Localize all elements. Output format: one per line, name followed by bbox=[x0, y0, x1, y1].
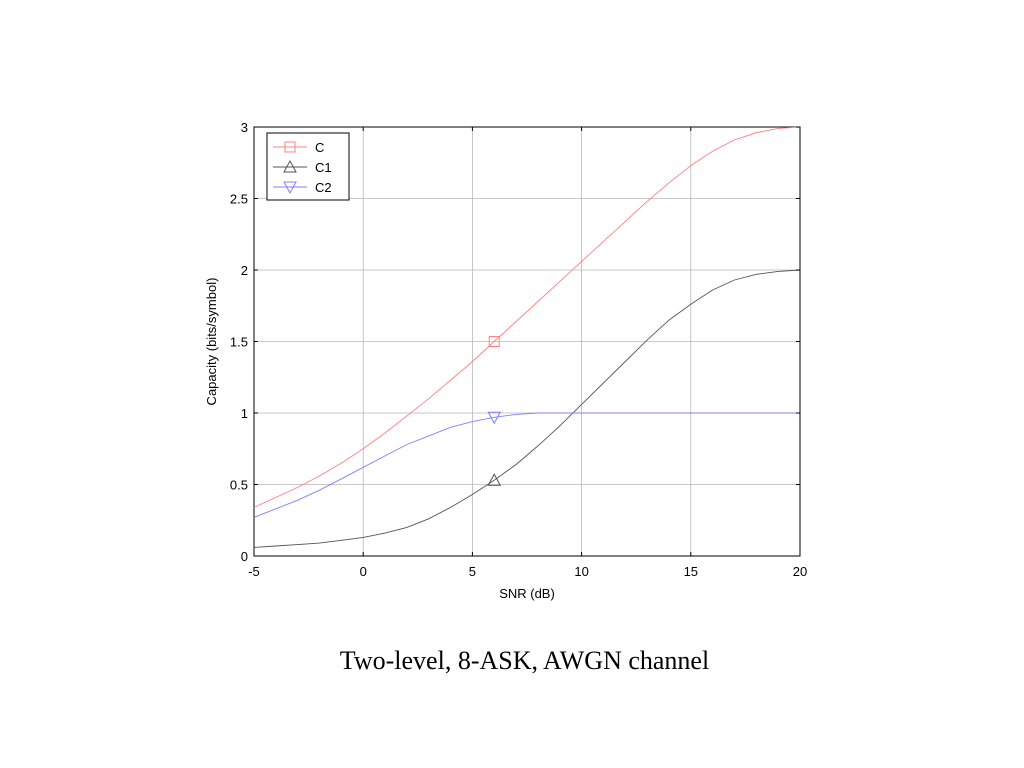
x-tick-label: 20 bbox=[793, 564, 807, 579]
y-tick-label: 2 bbox=[241, 263, 248, 278]
legend: C C1 C2 bbox=[266, 132, 350, 201]
y-tick-label: 0 bbox=[241, 549, 248, 564]
legend-label: C2 bbox=[315, 180, 332, 195]
slide-caption: Two-level, 8-ASK, AWGN channel bbox=[339, 646, 710, 675]
y-axis-label: Capacity (bits/symbol) bbox=[204, 278, 219, 406]
x-tick-label: 0 bbox=[360, 564, 367, 579]
y-tick-label: 1.5 bbox=[230, 335, 248, 350]
series-line-c2 bbox=[253, 412, 800, 518]
series-marker-c2 bbox=[487, 411, 502, 425]
legend-marker bbox=[284, 141, 296, 153]
legend-label: C1 bbox=[315, 160, 332, 175]
series-line-c1 bbox=[253, 269, 801, 548]
legend-marker bbox=[283, 159, 297, 173]
x-tick-label: 5 bbox=[469, 564, 476, 579]
legend-marker bbox=[283, 181, 297, 195]
x-tick-label: 10 bbox=[574, 564, 588, 579]
y-tick-label: 0.5 bbox=[230, 478, 248, 493]
series-marker-c bbox=[488, 336, 500, 347]
legend-box bbox=[266, 132, 350, 201]
y-tick-label: 3 bbox=[241, 120, 248, 135]
series-layer bbox=[253, 126, 801, 548]
y-tick-label: 1 bbox=[241, 406, 248, 421]
series-marker-c1 bbox=[487, 473, 502, 486]
legend-label: C bbox=[315, 140, 324, 155]
y-tick-label: 2.5 bbox=[230, 192, 248, 207]
x-axis-label: SNR (dB) bbox=[499, 586, 555, 601]
x-tick-label: 15 bbox=[684, 564, 698, 579]
series-line-c bbox=[253, 126, 801, 508]
x-tick-label: -5 bbox=[248, 564, 260, 579]
